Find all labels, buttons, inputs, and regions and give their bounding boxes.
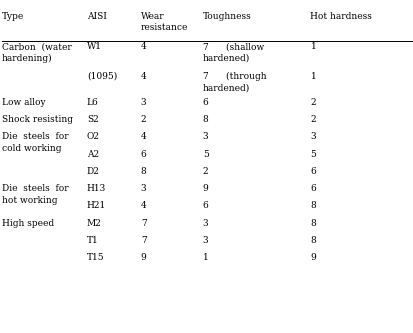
Text: 2: 2 <box>310 98 316 107</box>
Text: 8: 8 <box>310 219 316 228</box>
Text: Toughness: Toughness <box>202 12 251 21</box>
Text: High speed: High speed <box>2 219 54 228</box>
Text: 4: 4 <box>140 42 146 51</box>
Text: 6: 6 <box>202 201 208 210</box>
Text: 1: 1 <box>310 42 316 51</box>
Text: 9: 9 <box>310 253 316 262</box>
Text: L6: L6 <box>87 98 98 107</box>
Text: S2: S2 <box>87 115 98 124</box>
Text: 1: 1 <box>202 253 208 262</box>
Text: 9: 9 <box>202 184 208 193</box>
Text: O2: O2 <box>87 132 100 141</box>
Text: 3: 3 <box>202 236 208 245</box>
Text: 3: 3 <box>202 132 208 141</box>
Text: 5: 5 <box>202 150 208 159</box>
Text: D2: D2 <box>87 167 100 176</box>
Text: Carbon  (water
hardening): Carbon (water hardening) <box>2 42 71 63</box>
Text: 6: 6 <box>140 150 146 159</box>
Text: 3: 3 <box>140 98 146 107</box>
Text: W1: W1 <box>87 42 102 51</box>
Text: 8: 8 <box>310 201 316 210</box>
Text: Die  steels  for
hot working: Die steels for hot working <box>2 184 69 204</box>
Text: 6: 6 <box>310 167 316 176</box>
Text: Type: Type <box>2 12 24 21</box>
Text: 6: 6 <box>202 98 208 107</box>
Text: 7      (shallow
hardened): 7 (shallow hardened) <box>202 42 263 63</box>
Text: T1: T1 <box>87 236 98 245</box>
Text: 7: 7 <box>140 236 146 245</box>
Text: 7: 7 <box>140 219 146 228</box>
Text: 2: 2 <box>202 167 208 176</box>
Text: 3: 3 <box>310 132 316 141</box>
Text: 8: 8 <box>140 167 146 176</box>
Text: 7      (through
hardened): 7 (through hardened) <box>202 72 266 92</box>
Text: 8: 8 <box>310 236 316 245</box>
Text: Hot hardness: Hot hardness <box>310 12 371 21</box>
Text: T15: T15 <box>87 253 104 262</box>
Text: 9: 9 <box>140 253 146 262</box>
Text: H21: H21 <box>87 201 106 210</box>
Text: AISI: AISI <box>87 12 107 21</box>
Text: 8: 8 <box>202 115 208 124</box>
Text: 3: 3 <box>202 219 208 228</box>
Text: 4: 4 <box>140 132 146 141</box>
Text: 2: 2 <box>140 115 146 124</box>
Text: 6: 6 <box>310 184 316 193</box>
Text: 3: 3 <box>140 184 146 193</box>
Text: M2: M2 <box>87 219 102 228</box>
Text: (1095): (1095) <box>87 72 117 81</box>
Text: Low alloy: Low alloy <box>2 98 45 107</box>
Text: A2: A2 <box>87 150 99 159</box>
Text: Wear
resistance: Wear resistance <box>140 12 188 32</box>
Text: 5: 5 <box>310 150 316 159</box>
Text: 4: 4 <box>140 201 146 210</box>
Text: Die  steels  for
cold working: Die steels for cold working <box>2 132 69 153</box>
Text: 2: 2 <box>310 115 316 124</box>
Text: 4: 4 <box>140 72 146 81</box>
Text: Shock resisting: Shock resisting <box>2 115 73 124</box>
Text: H13: H13 <box>87 184 106 193</box>
Text: 1: 1 <box>310 72 316 81</box>
